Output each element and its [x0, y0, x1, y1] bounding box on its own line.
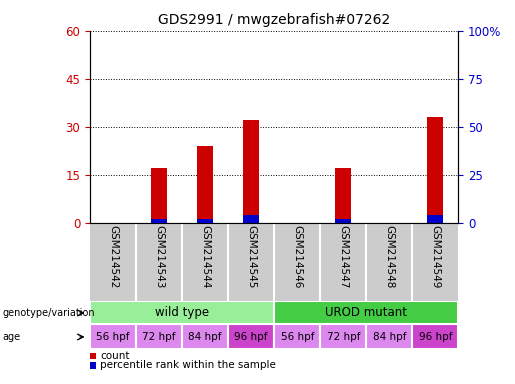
- Text: GSM214542: GSM214542: [108, 225, 118, 288]
- Bar: [182, 324, 228, 349]
- Text: 84 hpf: 84 hpf: [188, 332, 222, 342]
- Bar: [151, 219, 167, 223]
- Bar: [413, 324, 458, 349]
- Text: GSM214544: GSM214544: [200, 225, 210, 288]
- Bar: [90, 301, 274, 324]
- Text: GSM214545: GSM214545: [246, 225, 256, 288]
- Text: UROD mutant: UROD mutant: [325, 306, 407, 319]
- Bar: [335, 168, 351, 223]
- Bar: [228, 324, 274, 349]
- Text: 96 hpf: 96 hpf: [419, 332, 452, 342]
- Text: GSM214549: GSM214549: [431, 225, 440, 288]
- Bar: [320, 324, 366, 349]
- Bar: [274, 301, 458, 324]
- Text: genotype/variation: genotype/variation: [3, 308, 95, 318]
- Title: GDS2991 / mwgzebrafish#07262: GDS2991 / mwgzebrafish#07262: [158, 13, 390, 27]
- Text: 56 hpf: 56 hpf: [96, 332, 130, 342]
- Bar: [90, 324, 136, 349]
- Bar: [335, 219, 351, 223]
- Text: percentile rank within the sample: percentile rank within the sample: [100, 360, 276, 370]
- Text: 72 hpf: 72 hpf: [143, 332, 176, 342]
- Bar: [136, 324, 182, 349]
- Bar: [427, 117, 443, 223]
- Bar: [197, 146, 213, 223]
- Bar: [243, 215, 259, 223]
- Bar: [243, 120, 259, 223]
- Text: GSM214547: GSM214547: [338, 225, 348, 288]
- Text: GSM214543: GSM214543: [154, 225, 164, 288]
- Text: 84 hpf: 84 hpf: [372, 332, 406, 342]
- Text: count: count: [100, 351, 130, 361]
- Text: GSM214546: GSM214546: [292, 225, 302, 288]
- Text: 96 hpf: 96 hpf: [234, 332, 268, 342]
- Bar: [197, 219, 213, 223]
- Text: 72 hpf: 72 hpf: [327, 332, 360, 342]
- Text: 56 hpf: 56 hpf: [281, 332, 314, 342]
- Bar: [274, 324, 320, 349]
- Bar: [427, 215, 443, 223]
- Bar: [151, 168, 167, 223]
- Text: GSM214548: GSM214548: [384, 225, 394, 288]
- Text: wild type: wild type: [155, 306, 209, 319]
- Text: age: age: [3, 332, 21, 342]
- Bar: [366, 324, 413, 349]
